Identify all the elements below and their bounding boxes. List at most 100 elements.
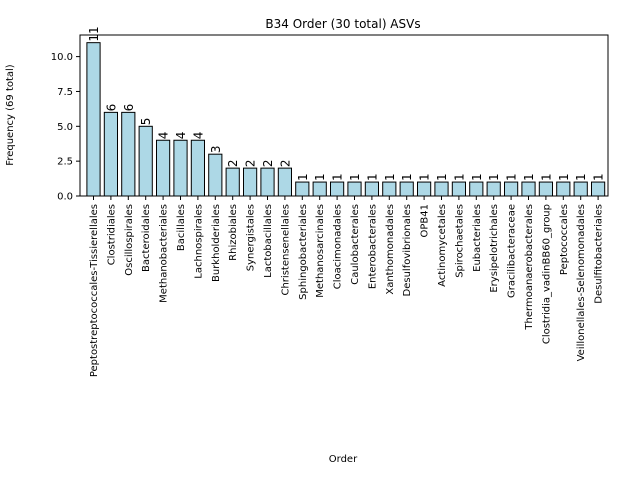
x-tick-label: Erysipelotrichales <box>489 204 500 293</box>
bar-value-label: 1 <box>574 173 588 181</box>
bar <box>330 181 345 197</box>
x-tick-label: Gracilibacteraceae <box>507 204 518 298</box>
x-tick-label: Burkholderiales <box>211 204 222 282</box>
x-tick-label: Peptostreptococcales-Tissierellales <box>89 204 100 377</box>
x-tick-label: Peptococcales <box>559 204 570 275</box>
x-tick-label: Clostridia_vadinBB60_group <box>541 204 552 344</box>
x-tick-label: Methanosarcinales <box>315 204 326 298</box>
x-tick-label: OPB41 <box>420 204 431 238</box>
bar <box>295 181 310 197</box>
bar-value-label: 5 <box>139 118 153 126</box>
y-tick-label: 5.0 <box>57 122 73 133</box>
x-tick-label: Eubacteriales <box>472 204 483 272</box>
y-axis-label: Frequency (69 total) <box>5 64 16 166</box>
bar <box>382 181 397 197</box>
bar-value-label: 1 <box>418 173 432 181</box>
bar <box>364 181 379 197</box>
bar-value-label: 11 <box>87 26 101 41</box>
bar <box>190 139 206 197</box>
bar-value-label: 4 <box>174 132 188 140</box>
x-axis-label: Order <box>329 454 358 465</box>
plot-frame <box>79 34 609 197</box>
bar-value-label: 2 <box>244 159 258 167</box>
bar-value-label: 6 <box>104 104 118 112</box>
bar-value-label: 1 <box>365 173 379 181</box>
bar <box>504 181 519 197</box>
bar <box>138 125 153 197</box>
bar <box>103 111 119 197</box>
x-tick-label: Enterobacterales <box>367 204 378 289</box>
bar <box>573 181 588 197</box>
x-tick-label: Xanthomonadales <box>385 204 396 295</box>
bar-value-label: 1 <box>487 173 501 181</box>
bar-value-label: 2 <box>261 159 275 167</box>
bar <box>486 181 501 197</box>
y-tick-label: 10.0 <box>51 52 73 63</box>
bar <box>260 167 275 197</box>
bar-value-label: 2 <box>278 159 292 167</box>
bars-layer <box>86 42 606 197</box>
bar <box>451 181 466 197</box>
bar-value-label: 1 <box>557 173 571 181</box>
x-tick-label: Clostridiales <box>106 204 117 265</box>
bar-value-label: 1 <box>435 173 449 181</box>
bar-value-label: 4 <box>157 132 171 140</box>
bar-value-label: 1 <box>522 173 536 181</box>
bar <box>417 181 432 197</box>
bar-value-label: 1 <box>505 173 519 181</box>
x-tick-label: Synergistales <box>246 204 257 271</box>
bar <box>469 181 484 197</box>
x-tick-label: Bacillales <box>176 204 187 251</box>
bar-value-label: 1 <box>539 173 553 181</box>
bar-value-label: 1 <box>296 173 310 181</box>
x-tick-label: Desulfovibrionales <box>402 204 413 296</box>
x-axis: Peptostreptococcales-Tissierellales Clost… <box>89 196 605 377</box>
bar <box>521 181 536 197</box>
bar <box>121 111 136 197</box>
x-tick-label: Actinomycetales <box>437 204 448 287</box>
x-tick-label: Lactobacillales <box>263 204 274 278</box>
x-tick-label: Bacteroidales <box>141 204 152 272</box>
bar <box>556 181 571 197</box>
bar-value-label: 1 <box>348 173 362 181</box>
bar <box>225 167 240 197</box>
x-tick-label: Cloacimonadales <box>333 204 344 289</box>
y-tick-label: 0.0 <box>57 192 73 203</box>
x-tick-label: Desulfitobacteriales <box>594 204 605 304</box>
bar <box>243 167 258 197</box>
bar <box>312 181 327 197</box>
bar-labels-layer: 116 654 4 432 2 2 21 1 1 1 1 1 1 1 1 1 1 1 1 1 1 1 1 1 <box>87 26 606 181</box>
x-tick-label: Caulobacterales <box>350 204 361 285</box>
y-tick-label: 2.5 <box>57 157 73 168</box>
bar-value-label: 1 <box>470 173 484 181</box>
x-tick-label: Thermoanaerobacterales <box>524 204 535 331</box>
x-tick-label: Veillonellales-Selenomonadales <box>576 204 587 361</box>
bar <box>434 181 449 197</box>
bar-value-label: 1 <box>452 173 466 181</box>
x-tick-label: Sphingobacteriales <box>298 204 309 300</box>
x-tick-label: Oscillospirales <box>124 204 135 276</box>
bar <box>591 181 606 197</box>
bar <box>86 42 101 197</box>
bar-value-label: 3 <box>209 146 223 154</box>
bar <box>173 139 188 197</box>
x-tick-label: Spirochaetales <box>454 204 465 278</box>
y-tick-label: 7.5 <box>57 87 73 98</box>
bar-value-label: 6 <box>122 104 136 112</box>
bar-value-label: 1 <box>383 173 397 181</box>
x-tick-label: Lachnospirales <box>193 204 204 279</box>
bar-value-label: 1 <box>400 173 414 181</box>
chart-title: B34 Order (30 total) ASVs <box>265 17 420 31</box>
bar <box>277 167 292 197</box>
bar <box>538 181 553 197</box>
bar <box>156 139 171 197</box>
x-tick-label: Rhizobiales <box>228 204 239 261</box>
bar-value-label: 4 <box>191 132 205 140</box>
bar-value-label: 1 <box>313 173 327 181</box>
bar <box>347 181 362 197</box>
y-axis: 0.0 2.5 5.0 7.5 10.0 <box>51 52 80 203</box>
x-tick-label: Methanobacteriales <box>159 204 170 303</box>
x-tick-label: Christensenellales <box>280 204 291 296</box>
bar-value-label: 1 <box>331 173 345 181</box>
